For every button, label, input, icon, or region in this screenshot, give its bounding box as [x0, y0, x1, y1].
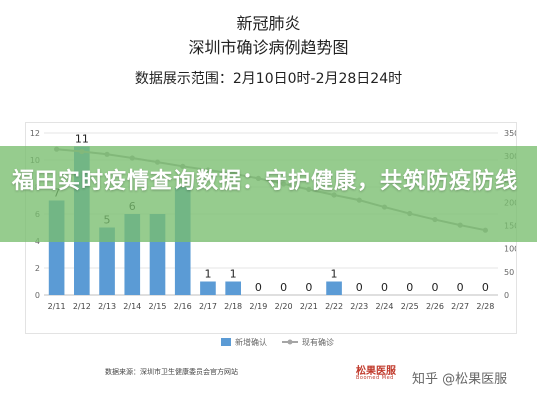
x-axis-tick: 2/20	[275, 302, 293, 311]
x-axis-tick: 2/21	[300, 302, 318, 311]
x-axis-tick: 2/11	[48, 302, 66, 311]
x-axis-tick: 2/12	[73, 302, 91, 311]
x-axis-tick: 2/28	[476, 302, 494, 311]
x-axis-tick: 2/23	[350, 302, 368, 311]
data-source-note: 数据来源：深圳市卫生健康委员会官方网站	[105, 368, 238, 376]
right-axis-tick: 100	[504, 245, 516, 254]
left-axis-tick: 2	[35, 264, 40, 273]
x-axis-tick: 2/24	[376, 302, 394, 311]
bar-data-label: 11	[75, 133, 89, 146]
bar-data-label: 0	[431, 281, 438, 294]
bar-data-label: 0	[457, 281, 464, 294]
x-axis-tick: 2/25	[401, 302, 419, 311]
legend-label-existing: 现有确诊	[302, 337, 334, 347]
bar-data-label: 1	[331, 268, 338, 281]
left-axis-tick: 12	[30, 129, 40, 138]
bar-new-confirmed	[225, 281, 241, 295]
chart-title-line1: 新冠肺炎	[236, 14, 301, 33]
bar-data-label: 0	[305, 281, 312, 294]
x-axis-tick: 2/18	[224, 302, 242, 311]
legend-swatch-bar	[221, 338, 231, 346]
x-axis-tick: 2/26	[426, 302, 444, 311]
bar-new-confirmed	[326, 281, 342, 295]
logo-main-text: 松果医服	[356, 366, 396, 377]
right-axis-tick: 50	[504, 268, 514, 277]
chart-header: 新冠肺炎 深圳市确诊病例趋势图 数据展示范围：2月10日0时-2月28日24时	[0, 0, 537, 110]
x-axis-tick: 2/17	[199, 302, 217, 311]
legend-label-new: 新增确认	[235, 337, 267, 347]
x-axis-tick: 2/19	[249, 302, 267, 311]
brand-logo: 松果医服 Boomed Med	[356, 362, 396, 384]
bar-data-label: 1	[230, 268, 237, 281]
zhihu-watermark: 知乎 @松果医服	[412, 372, 508, 387]
banner-text: 福田实时疫情查询数据：守护健康，共筑防疫防线	[12, 169, 519, 194]
x-axis-tick: 2/27	[451, 302, 469, 311]
bar-data-label: 0	[482, 281, 489, 294]
left-axis-tick: 0	[35, 291, 40, 300]
chart-title-line2: 深圳市确诊病例趋势图	[188, 38, 349, 57]
x-axis-tick: 2/14	[123, 302, 141, 311]
right-axis-tick: 350	[504, 129, 516, 138]
x-axis-tick: 2/13	[98, 302, 116, 311]
bar-new-confirmed	[200, 281, 216, 295]
chart-range-subtitle: 数据展示范围：2月10日0时-2月28日24时	[134, 71, 403, 87]
right-axis-tick: 0	[504, 291, 509, 300]
bar-data-label: 0	[381, 281, 388, 294]
x-axis-tick: 2/15	[149, 302, 167, 311]
legend-marker-line	[287, 339, 293, 345]
x-axis-tick: 2/22	[325, 302, 343, 311]
x-axis-tick: 2/16	[174, 302, 192, 311]
logo-sub-text: Boomed Med	[356, 375, 394, 381]
bar-new-confirmed	[99, 227, 115, 295]
bar-data-label: 0	[356, 281, 363, 294]
bar-data-label: 1	[204, 268, 211, 281]
bar-data-label: 0	[255, 281, 262, 294]
overlay-banner: 福田实时疫情查询数据：守护健康，共筑防疫防线	[0, 146, 537, 242]
bar-data-label: 0	[280, 281, 287, 294]
bar-data-label: 0	[406, 281, 413, 294]
